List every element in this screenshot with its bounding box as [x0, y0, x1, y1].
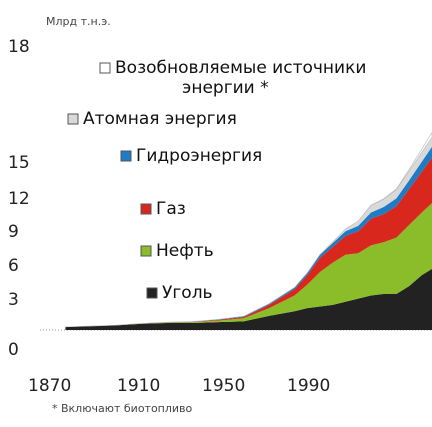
legend-item: Нефть [140, 241, 214, 261]
y-tick-label: 6 [8, 256, 19, 276]
footnote: * Включают биотопливо [52, 402, 193, 415]
x-tick-label: 1870 [28, 376, 71, 396]
legend-swatch [120, 150, 132, 162]
legend-label: Гидроэнергия [136, 146, 262, 166]
legend-label: энергии * [182, 78, 269, 98]
legend-label: Газ [156, 199, 186, 219]
x-axis-ticks: 1870 1910 1950 1990 [28, 376, 330, 396]
legend-label: Возобновляемые источники [115, 58, 366, 78]
legend-swatch [99, 62, 111, 74]
legend-swatch [140, 245, 152, 257]
y-tick-label: 9 [8, 222, 19, 242]
legend-swatch [146, 287, 158, 299]
x-tick-label: 1990 [287, 376, 330, 396]
area-series-5 [65, 132, 432, 328]
area-series-0 [65, 268, 432, 330]
legend-swatch [140, 203, 152, 215]
legend-label: Атомная энергия [83, 109, 237, 129]
y-tick-label: 12 [8, 189, 30, 209]
area-series-2 [65, 157, 432, 327]
area-series-1 [65, 203, 432, 327]
stacked-areas [65, 132, 432, 330]
legend-item: Атомная энергия [67, 109, 237, 129]
legend-label: Нефть [156, 241, 214, 261]
y-tick-label: 0 [8, 340, 19, 360]
y-tick-label: 18 [8, 37, 30, 57]
unit-label: Млрд т.н.э. [46, 15, 111, 28]
y-axis-ticks: 0 3 6 9 12 15 18 [8, 37, 30, 360]
x-tick-label: 1950 [202, 376, 245, 396]
legend-item: Газ [140, 199, 186, 219]
y-tick-label: 3 [8, 290, 19, 310]
y-tick-label: 15 [8, 153, 30, 173]
legend-swatch [67, 113, 79, 125]
x-tick-label: 1910 [117, 376, 160, 396]
legend-item: Гидроэнергия [120, 146, 262, 166]
legend-item: Уголь [146, 283, 213, 303]
legend-label: Уголь [162, 283, 213, 303]
